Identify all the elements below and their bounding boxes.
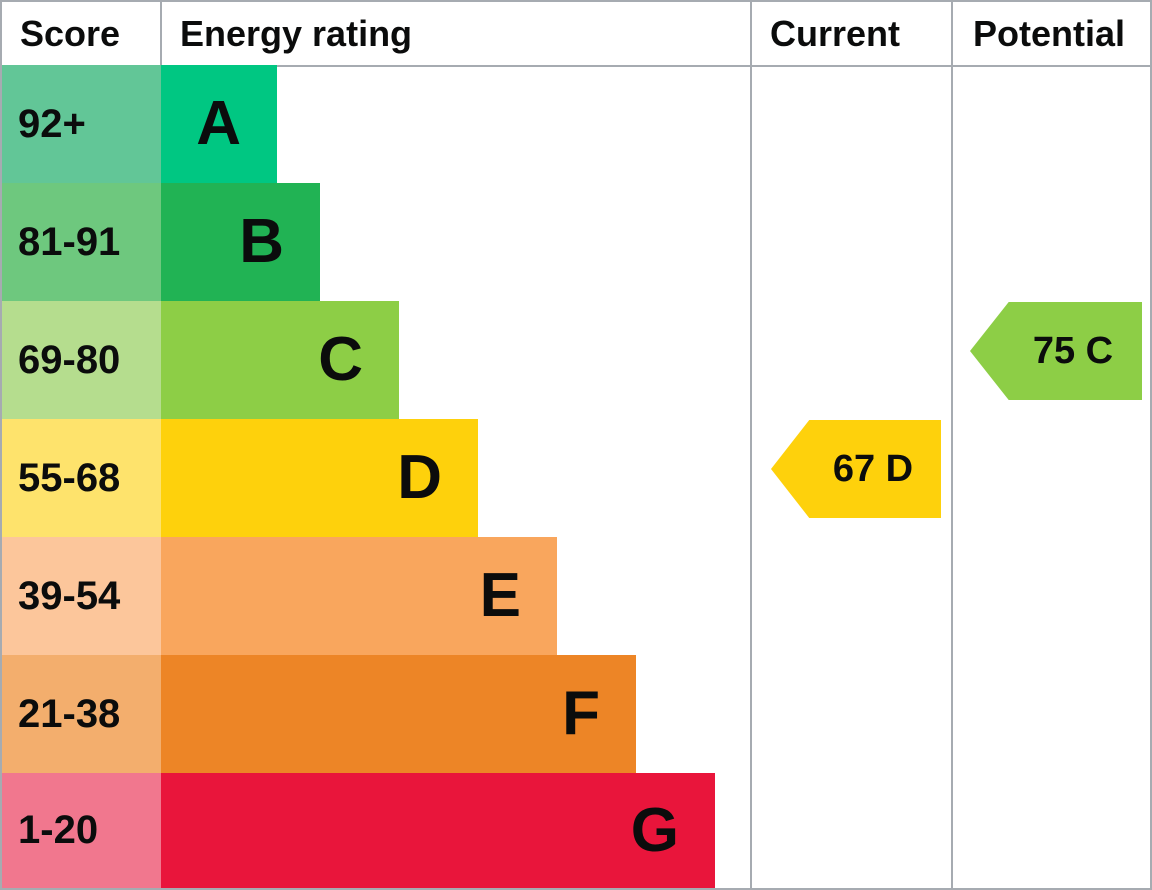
- band-letter-label: C: [318, 325, 363, 394]
- divider-current-potential: [951, 2, 953, 888]
- band-score-cell: 21-38: [2, 655, 161, 773]
- band-bar: D: [161, 419, 478, 537]
- band-score-label: 1-20: [18, 808, 99, 852]
- potential-rating-arrow: 75 C: [970, 302, 1142, 400]
- band-score-cell: 69-80: [2, 301, 161, 419]
- band-score-label: 69-80: [18, 337, 121, 382]
- header-score-label: Score: [20, 12, 121, 54]
- divider-score-energy: [160, 2, 162, 65]
- band-bar: B: [161, 183, 320, 301]
- header-potential-label: Potential: [973, 12, 1126, 54]
- band-bar: F: [161, 655, 636, 773]
- band-letter-label: G: [630, 795, 679, 865]
- band-score-label: 21-38: [18, 691, 121, 736]
- band-bar: A: [161, 65, 277, 183]
- header-current-label: Current: [770, 12, 901, 54]
- band-bar: C: [161, 301, 399, 419]
- band-letter-label: B: [239, 207, 284, 276]
- band-score-label: 39-54: [18, 573, 121, 618]
- band-score-cell: 81-91: [2, 183, 161, 301]
- header-energy-rating-label: Energy rating: [180, 12, 413, 54]
- band-score-cell: 92+: [2, 65, 161, 183]
- band-bar: E: [161, 537, 557, 655]
- band-score-cell: 1-20: [2, 773, 161, 888]
- band-score-cell: 39-54: [2, 537, 161, 655]
- divider-energy-current: [750, 2, 752, 888]
- band-score-label: 55-68: [18, 455, 121, 500]
- current-rating-label: 67 D: [832, 447, 914, 490]
- potential-rating-label: 75 C: [1032, 329, 1114, 372]
- band-letter-label: A: [196, 89, 241, 158]
- band-letter-label: E: [479, 561, 521, 630]
- band-letter-label: D: [397, 443, 442, 512]
- band-score-label: 81-91: [18, 219, 121, 264]
- band-score-cell: 55-68: [2, 419, 161, 537]
- current-rating-arrow: 67 D: [771, 420, 941, 518]
- band-score-label: 92+: [18, 101, 86, 146]
- band-bar: G: [161, 773, 715, 888]
- band-letter-label: F: [562, 679, 600, 748]
- header-divider-line: [2, 65, 1150, 67]
